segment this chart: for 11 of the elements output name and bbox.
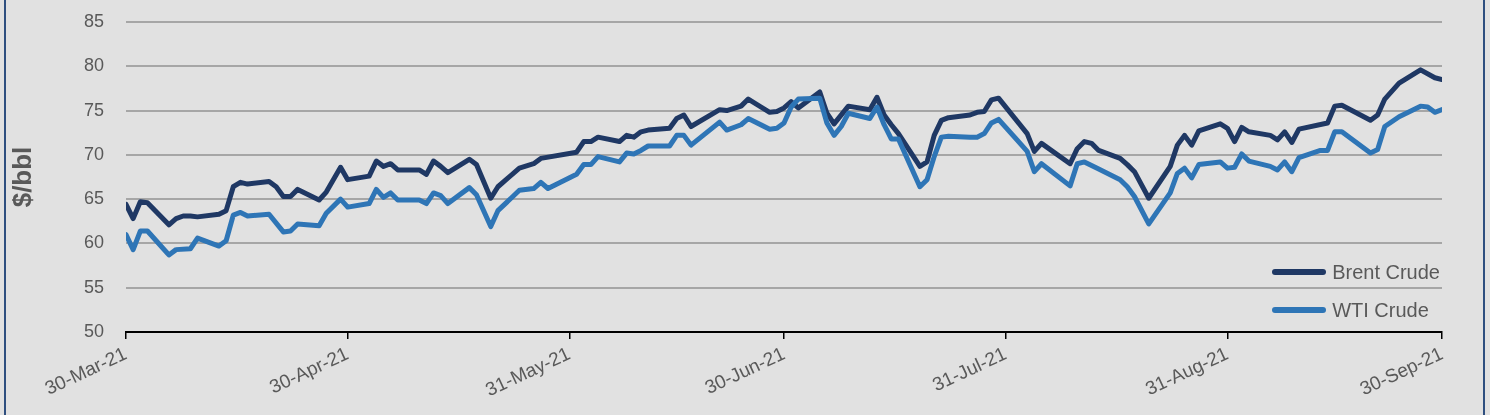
- y-axis-title: $/bbl: [6, 146, 37, 208]
- legend-label: Brent Crude: [1332, 260, 1440, 284]
- y-tick-label: 60: [83, 232, 104, 253]
- y-tick-label: 75: [83, 99, 104, 120]
- legend-label: WTI Crude: [1332, 298, 1429, 322]
- y-tick-label: 85: [83, 10, 104, 31]
- y-tick-label: 50: [83, 320, 104, 341]
- y-tick-label: 70: [83, 143, 104, 164]
- y-tick-label: 80: [83, 55, 104, 76]
- y-tick-label: 65: [83, 188, 104, 209]
- y-tick-label: 55: [83, 276, 104, 297]
